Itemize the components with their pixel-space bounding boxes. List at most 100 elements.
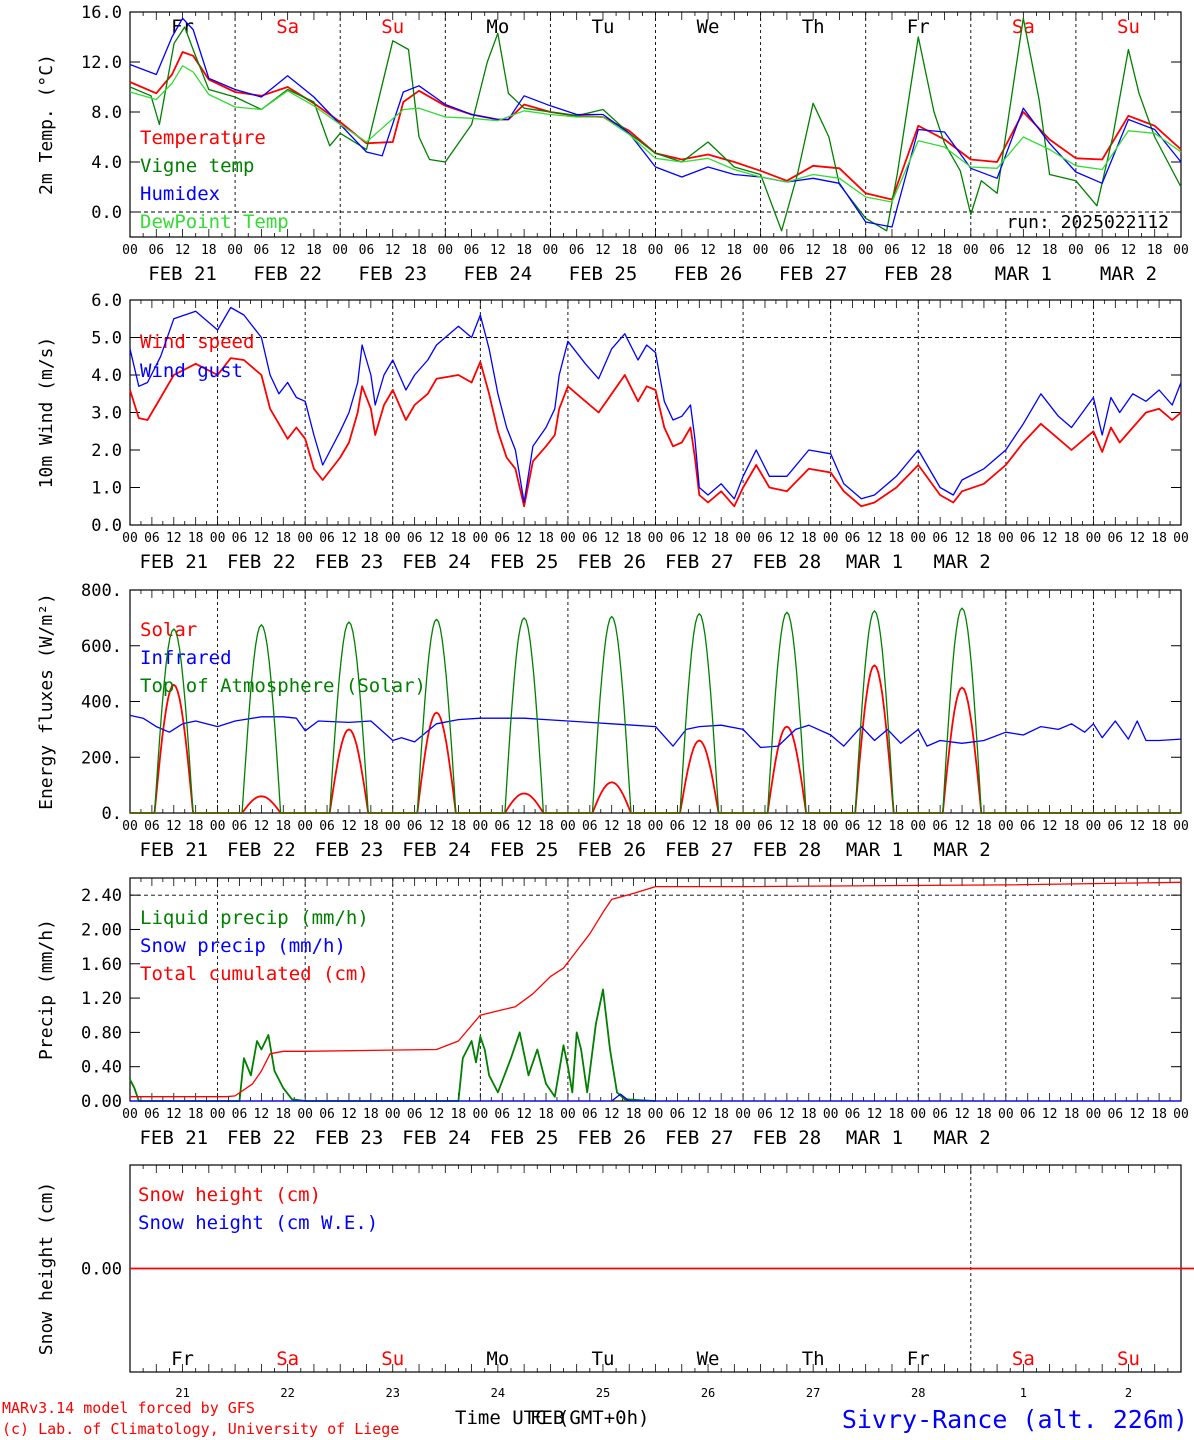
hour-tick-label: 00 bbox=[735, 1107, 751, 1122]
hour-tick-label: 00 bbox=[1173, 1107, 1189, 1122]
date-label: FEB 28 bbox=[884, 263, 953, 285]
y-tick-label: 5.0 bbox=[91, 329, 122, 349]
date-label: FEB 21 bbox=[139, 1127, 208, 1149]
hour-tick-label: 06 bbox=[319, 1107, 335, 1122]
weekday-label: Fr bbox=[171, 16, 194, 38]
y-tick-label: 600. bbox=[81, 637, 122, 657]
hour-tick-label: 06 bbox=[407, 819, 423, 834]
y-axis-label: 2m Temp. (°C) bbox=[36, 54, 57, 195]
hour-tick-label: 12 bbox=[700, 243, 716, 258]
hour-tick-label: 06 bbox=[670, 1107, 686, 1122]
hour-tick-label: 06 bbox=[1020, 1107, 1036, 1122]
date-label: FEB 26 bbox=[577, 551, 646, 573]
hour-tick-label: 00 bbox=[122, 531, 138, 546]
hour-tick-label: 00 bbox=[735, 531, 751, 546]
hour-tick-label: 06 bbox=[464, 243, 480, 258]
hour-tick-label: 06 bbox=[494, 1107, 510, 1122]
hour-tick-label: 12 bbox=[595, 243, 611, 258]
hour-tick-label: 18 bbox=[726, 243, 742, 258]
hour-tick-label: 18 bbox=[188, 819, 204, 834]
hour-tick-label: 06 bbox=[569, 243, 585, 258]
day-number-label: 26 bbox=[701, 1386, 715, 1400]
weekday-label: Fr bbox=[171, 1348, 194, 1370]
y-axis-label: 10m Wind (m/s) bbox=[36, 337, 57, 489]
hour-tick-label: 18 bbox=[275, 819, 291, 834]
date-label: MAR 1 bbox=[846, 551, 903, 573]
hour-tick-label: 06 bbox=[359, 243, 375, 258]
hour-tick-label: 06 bbox=[582, 819, 598, 834]
hour-tick-label: 06 bbox=[932, 1107, 948, 1122]
hour-tick-label: 00 bbox=[910, 531, 926, 546]
y-tick-label: 2.0 bbox=[91, 441, 122, 461]
weekday-label: Su bbox=[381, 1348, 404, 1370]
y-tick-label: 12.0 bbox=[81, 53, 122, 73]
hour-tick-label: 18 bbox=[801, 819, 817, 834]
series-line bbox=[129, 17, 1182, 228]
hour-tick-label: 00 bbox=[385, 531, 401, 546]
hour-tick-label: 00 bbox=[122, 819, 138, 834]
hour-tick-label: 06 bbox=[757, 1107, 773, 1122]
hour-tick-label: 00 bbox=[1086, 1107, 1102, 1122]
y-axis-label: Precip (mm/h) bbox=[36, 919, 57, 1060]
hour-tick-label: 00 bbox=[122, 243, 138, 258]
hour-tick-label: 18 bbox=[976, 531, 992, 546]
date-label: FEB 23 bbox=[358, 263, 427, 285]
x-axis-overprint: FEB bbox=[530, 1407, 564, 1429]
legend-entry: Snow precip (mm/h) bbox=[140, 935, 346, 957]
hour-tick-label: 18 bbox=[451, 819, 467, 834]
y-tick-label: 2.40 bbox=[81, 886, 122, 906]
date-label: FEB 21 bbox=[148, 263, 217, 285]
chart-panel-3: 800. 600. 400. 200. 0. Energy fluxes (W/m²) 00… bbox=[36, 581, 1189, 861]
y-tick-label: 2.00 bbox=[81, 920, 122, 940]
date-label: FEB 28 bbox=[753, 839, 822, 861]
day-number-label: 1 bbox=[1020, 1386, 1027, 1400]
hour-tick-label: 18 bbox=[621, 243, 637, 258]
date-label: FEB 22 bbox=[227, 551, 296, 573]
series-line bbox=[129, 306, 1182, 504]
hour-tick-label: 12 bbox=[280, 243, 296, 258]
y-tick-label: 1.0 bbox=[91, 479, 122, 499]
weekday-label: Tu bbox=[592, 16, 615, 38]
series-line bbox=[130, 1093, 1181, 1102]
weekday-label: Su bbox=[1117, 1348, 1140, 1370]
hour-tick-label: 00 bbox=[998, 531, 1014, 546]
hour-tick-label: 18 bbox=[937, 243, 953, 258]
plot-frame bbox=[129, 299, 1182, 526]
y-axis-label: Energy fluxes (W/m²) bbox=[36, 593, 57, 810]
y-tick-label: 16.0 bbox=[81, 3, 122, 23]
date-label: FEB 21 bbox=[139, 839, 208, 861]
hour-tick-label: 06 bbox=[144, 819, 160, 834]
hour-tick-label: 06 bbox=[670, 531, 686, 546]
hour-tick-label: 06 bbox=[932, 531, 948, 546]
hour-tick-label: 06 bbox=[845, 531, 861, 546]
date-label: FEB 28 bbox=[753, 1127, 822, 1149]
hour-tick-label: 12 bbox=[805, 243, 821, 258]
date-label: FEB 27 bbox=[665, 1127, 734, 1149]
hour-tick-label: 12 bbox=[341, 819, 357, 834]
y-tick-label: 0.00 bbox=[81, 1260, 122, 1280]
hour-tick-label: 00 bbox=[473, 819, 489, 834]
hour-tick-label: 12 bbox=[867, 531, 883, 546]
hour-tick-label: 00 bbox=[1086, 531, 1102, 546]
hour-tick-label: 00 bbox=[210, 819, 226, 834]
hour-tick-label: 06 bbox=[845, 819, 861, 834]
date-label: FEB 26 bbox=[577, 839, 646, 861]
hour-tick-label: 00 bbox=[122, 1107, 138, 1122]
hour-tick-label: 06 bbox=[232, 819, 248, 834]
hour-tick-label: 06 bbox=[884, 243, 900, 258]
chart-panel-5: 0.00 Snow height (cm) Fr Sa Su Mo Tu We Th Fr Sa Su… bbox=[36, 1164, 1194, 1373]
date-label: FEB 23 bbox=[315, 1127, 384, 1149]
hour-tick-label: 00 bbox=[1173, 819, 1189, 834]
legend-entry: Solar bbox=[140, 619, 197, 641]
hour-tick-label: 06 bbox=[989, 243, 1005, 258]
hour-tick-label: 18 bbox=[889, 1107, 905, 1122]
hour-tick-label: 00 bbox=[1173, 531, 1189, 546]
hour-tick-label: 00 bbox=[297, 531, 313, 546]
weekday-label: Sa bbox=[276, 1348, 299, 1370]
hour-tick-label: 06 bbox=[407, 1107, 423, 1122]
y-axis-label: Snow height (cm) bbox=[36, 1182, 57, 1355]
date-label: FEB 27 bbox=[665, 839, 734, 861]
run-annotation: run: 2025022112 bbox=[1006, 212, 1169, 233]
